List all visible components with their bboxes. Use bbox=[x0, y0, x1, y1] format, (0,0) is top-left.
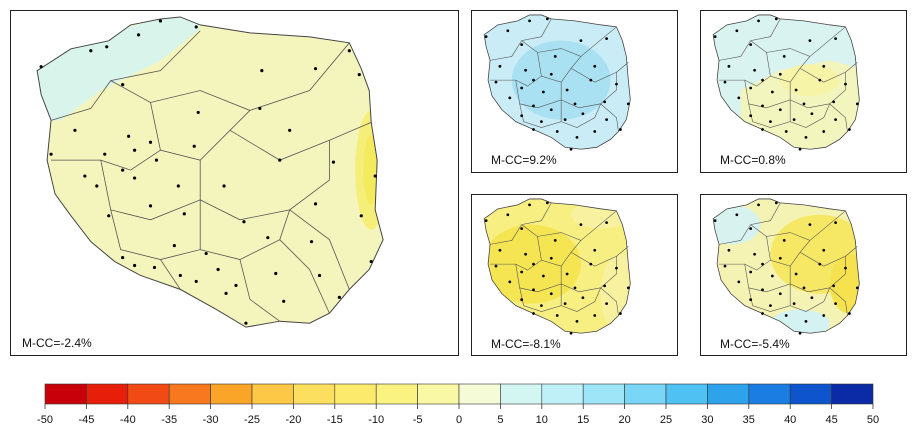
colorbar-tick-label: -10 bbox=[368, 414, 384, 426]
colorbar-tick-label: 5 bbox=[497, 414, 503, 426]
colorbar-box bbox=[665, 383, 708, 405]
colorbar-tick-label: 10 bbox=[536, 414, 548, 426]
main-map bbox=[36, 16, 384, 328]
colorbar-tick-label: -20 bbox=[285, 414, 301, 426]
colorbar-tick-label: -35 bbox=[161, 414, 177, 426]
colorbar-box bbox=[500, 383, 543, 405]
small-map-3 bbox=[483, 198, 631, 335]
colorbar-tick-label: 25 bbox=[660, 414, 672, 426]
panel-label-s2: M-CC=0.8% bbox=[720, 153, 786, 167]
colorbar-boxes bbox=[44, 383, 874, 405]
colorbar-tick-label: -5 bbox=[413, 414, 423, 426]
small-map-1 bbox=[483, 14, 631, 151]
colorbar-tick-label: 35 bbox=[743, 414, 755, 426]
map-panel-main: M-CC=-2.4% bbox=[10, 10, 459, 356]
colorbar-box bbox=[748, 383, 791, 405]
colorbar-ticks: -50 -45 -40 -35 -30 -25 -20 -15 -10 -5 0 5 10 15 20 25 3… bbox=[37, 404, 879, 426]
colorbar-box bbox=[127, 383, 170, 405]
panel-label-s4: M-CC=-5.4% bbox=[720, 337, 790, 351]
colorbar-box bbox=[789, 383, 832, 405]
colorbar-tick-label: 40 bbox=[784, 414, 796, 426]
colorbar-box bbox=[293, 383, 336, 405]
map-panel-small-4: M-CC=-5.4% bbox=[700, 194, 907, 356]
colorbar-tick-label: -40 bbox=[120, 414, 136, 426]
map-panel-small-3: M-CC=-8.1% bbox=[471, 194, 678, 356]
colorbar-box bbox=[44, 383, 87, 405]
colorbar-tick-label: -25 bbox=[244, 414, 260, 426]
colorbar-tick-label: -45 bbox=[78, 414, 94, 426]
colorbar-box bbox=[541, 383, 584, 405]
panel-label-s3: M-CC=-8.1% bbox=[491, 337, 561, 351]
colorbar-box bbox=[251, 383, 294, 405]
small-map-4 bbox=[712, 198, 860, 335]
colorbar-box bbox=[168, 383, 211, 405]
colorbar-tick-label: 0 bbox=[456, 414, 462, 426]
colorbar-tick-label: 45 bbox=[825, 414, 837, 426]
colorbar-legend: -50 -45 -40 -35 -30 -25 -20 -15 -10 -5 0 5 10 15 20 25 3… bbox=[37, 383, 879, 426]
map-panel-small-1: M-CC=9.2% bbox=[471, 10, 678, 173]
colorbar-tick-label: 20 bbox=[618, 414, 630, 426]
colorbar-tick-label: 30 bbox=[701, 414, 713, 426]
colorbar-tick-label: 15 bbox=[577, 414, 589, 426]
colorbar-tick-label: -30 bbox=[203, 414, 219, 426]
colorbar-box bbox=[458, 383, 501, 405]
colorbar-box bbox=[417, 383, 460, 405]
small-map-2 bbox=[712, 14, 860, 151]
panel-label-s1: M-CC=9.2% bbox=[491, 153, 557, 167]
colorbar-box bbox=[86, 383, 129, 405]
colorbar-box bbox=[210, 383, 253, 405]
colorbar-tick-label: -50 bbox=[37, 414, 53, 426]
colorbar-tick-label: 50 bbox=[867, 414, 879, 426]
colorbar-box bbox=[334, 383, 377, 405]
station-dots bbox=[39, 19, 377, 325]
colorbar-box bbox=[582, 383, 625, 405]
colorbar-box bbox=[831, 383, 874, 405]
colorbar-box bbox=[624, 383, 667, 405]
colorbar-box bbox=[707, 383, 750, 405]
colorbar-box bbox=[375, 383, 418, 405]
map-panel-small-2: M-CC=0.8% bbox=[700, 10, 907, 173]
colorbar-tick-label: -15 bbox=[327, 414, 343, 426]
panel-label-main: M-CC=-2.4% bbox=[22, 336, 92, 350]
